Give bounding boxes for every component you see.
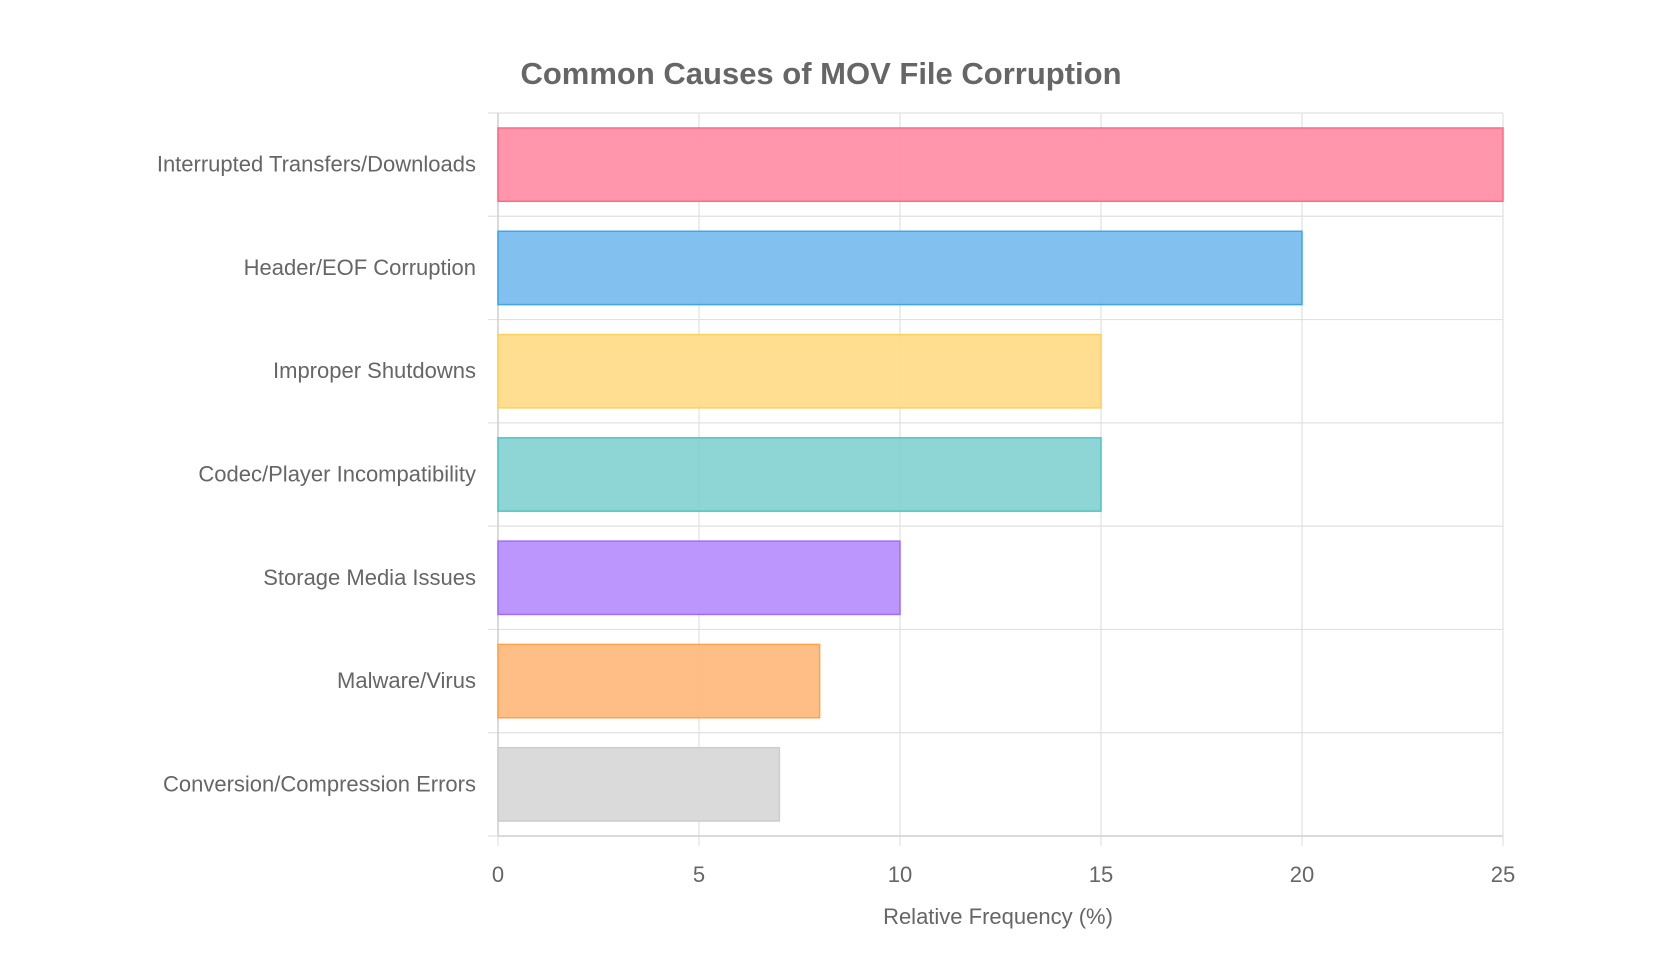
- x-axis-title: Relative Frequency (%): [883, 904, 1113, 929]
- x-axis-labels: 0 5 10 15 20 25: [492, 862, 1515, 887]
- x-tick-label: 25: [1491, 862, 1515, 887]
- x-tick-label: 5: [693, 862, 705, 887]
- x-tick-label: 15: [1089, 862, 1113, 887]
- x-tick-label: 20: [1290, 862, 1314, 887]
- chart-title: Common Causes of MOV File Corruption: [520, 56, 1121, 91]
- x-tick-label: 10: [888, 862, 912, 887]
- bar-3: [497, 333, 1102, 409]
- bar-6: [497, 643, 821, 719]
- y-axis-labels: Interrupted Transfers/Downloads Header/EO…: [157, 152, 476, 797]
- bar-2: [497, 230, 1303, 306]
- bars: [497, 127, 1504, 822]
- y-tick-label: Malware/Virus: [337, 668, 476, 693]
- bar-1: [497, 127, 1504, 203]
- y-tick-label: Improper Shutdowns: [273, 358, 476, 383]
- y-tick-label: Storage Media Issues: [263, 565, 476, 590]
- bar-5: [497, 540, 901, 616]
- bar-7: [497, 746, 781, 822]
- bar-4: [497, 437, 1102, 512]
- y-tick-label: Interrupted Transfers/Downloads: [157, 152, 476, 177]
- y-tick-label: Codec/Player Incompatibility: [198, 462, 476, 487]
- x-tick-label: 0: [492, 862, 504, 887]
- y-tick-label: Header/EOF Corruption: [244, 255, 476, 280]
- y-tick-label: Conversion/Compression Errors: [163, 771, 476, 796]
